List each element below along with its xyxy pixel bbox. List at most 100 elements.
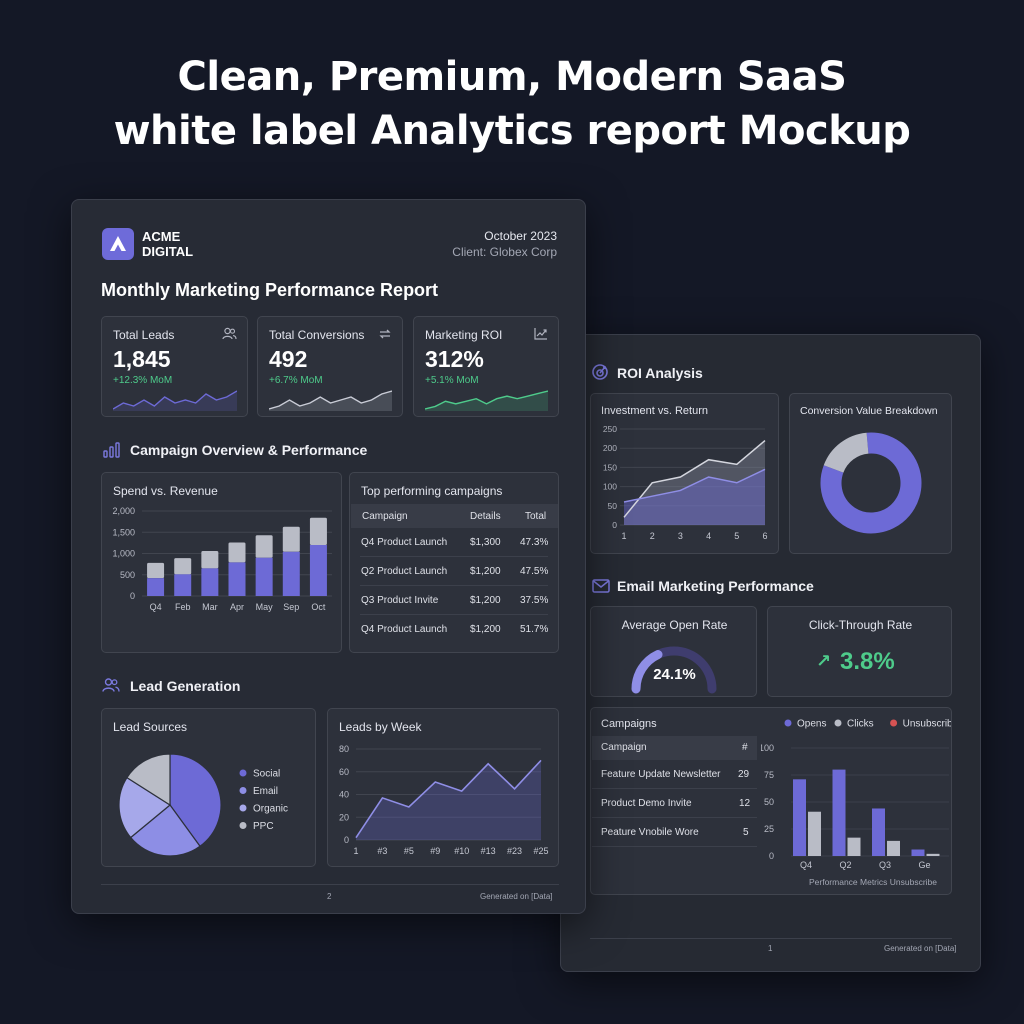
bar-revenue xyxy=(255,535,273,558)
y-tick-label: 50 xyxy=(764,797,774,807)
pie-slice-social xyxy=(169,753,222,848)
campaign-count: 5 xyxy=(743,827,749,838)
x-tick-label: Sep xyxy=(283,602,299,612)
y-tick-label: 80 xyxy=(339,744,349,754)
y-tick-label: 250 xyxy=(603,424,617,434)
top-campaigns-card: Top performing campaigns Campaign Detail… xyxy=(349,472,559,653)
campaigns-table-header: Campaign # xyxy=(592,736,757,760)
ctr-card: Click-Through Rate ↗ 3.8% xyxy=(767,606,952,697)
table-row[interactable]: Q3 Product Invite $1,200 37.5% xyxy=(360,586,548,615)
spend-revenue-chart: 2,000 1,500 1,000 500 0 Q4 Feb Mar Apr May Sep Oct xyxy=(112,506,332,612)
conversion-breakdown-title: Conversion Value Breakdown xyxy=(800,405,938,417)
x-tick-label: Mar xyxy=(202,602,218,612)
campaign-details: $1,200 xyxy=(470,624,501,635)
y-tick-label: 200 xyxy=(603,443,617,453)
y-tick-label: 1,000 xyxy=(112,549,135,559)
campaign-details: $1,300 xyxy=(470,537,501,548)
footer-page-number: 2 xyxy=(327,892,332,901)
ctr-label: Click-Through Rate xyxy=(808,618,913,632)
table-row[interactable]: Peature Vnobile Wore 5 xyxy=(592,818,757,847)
bar-revenue xyxy=(228,542,246,563)
leads-week-chart: 80 60 40 20 01 #3 #5 #9 #10 #13 #23 #25 xyxy=(339,744,549,856)
bar-clicks xyxy=(887,840,900,856)
legend-dot xyxy=(239,769,247,777)
sparkline-area xyxy=(113,391,237,411)
sparkline-area xyxy=(425,391,548,411)
lead-sources-card: Lead Sources Social Email Organic PPC xyxy=(101,708,316,867)
campaigns-col-campaign: Campaign xyxy=(601,742,647,753)
open-rate-label: Average Open Rate xyxy=(621,618,728,632)
x-tick-label: 2 xyxy=(650,531,655,541)
kpi-change: +12.3% MoM xyxy=(113,375,173,386)
table-row[interactable]: Q2 Product Launch $1,200 47.5% xyxy=(360,557,548,586)
y-tick-label: 100 xyxy=(603,482,617,492)
table-row[interactable]: Feature Update Newsletter 29 xyxy=(592,760,757,789)
footer-generated: Generated on [Data] xyxy=(884,944,957,953)
bar-revenue xyxy=(282,526,300,552)
legend-dot xyxy=(890,719,898,727)
x-tick-label: #23 xyxy=(507,846,522,856)
footer-divider xyxy=(101,884,559,885)
campaign-name: Q3 Product Invite xyxy=(361,595,439,606)
legend-dot xyxy=(834,719,842,727)
brand-name: ACME DIGITAL xyxy=(142,229,193,259)
campaign-details: $1,200 xyxy=(470,566,501,577)
x-tick-label: 1 xyxy=(353,846,358,856)
y-tick-label: 0 xyxy=(769,851,774,861)
table-row[interactable]: Product Demo Invite 12 xyxy=(592,789,757,818)
x-tick-label: #9 xyxy=(430,846,440,856)
bar-spend xyxy=(228,562,246,596)
campaign-total: 37.5% xyxy=(520,595,549,606)
x-tick-label: Feb xyxy=(175,602,191,612)
campaign-name: Q2 Product Launch xyxy=(361,566,448,577)
report-title: Monthly Marketing Performance Report xyxy=(101,280,439,300)
kpi-change: +6.7% MoM xyxy=(269,375,323,386)
area-fill xyxy=(356,760,541,840)
bar-revenue xyxy=(201,550,219,569)
campaign-count: 29 xyxy=(738,769,750,780)
kpi-label: Total Leads xyxy=(113,328,175,342)
y-tick-label: 20 xyxy=(339,812,349,822)
lead-section-title: Lead Generation xyxy=(130,678,241,694)
x-tick-label: Q4 xyxy=(150,602,162,612)
bar-spend xyxy=(174,574,192,596)
bar-revenue xyxy=(174,558,192,575)
x-tick-label: Apr xyxy=(230,602,244,612)
x-tick-label: #5 xyxy=(404,846,414,856)
kpi-card-total-conversions: Total Conversions 492 +6.7% MoM xyxy=(257,316,403,417)
bar-revenue xyxy=(147,562,165,579)
bar-spend xyxy=(309,545,327,596)
kpi-sparkline xyxy=(113,390,237,411)
campaign-name: Feature Update Newsletter xyxy=(601,769,721,780)
users-icon xyxy=(222,327,237,346)
kpi-value: 1,845 xyxy=(113,346,171,372)
campaign-total: 47.5% xyxy=(520,566,549,577)
legend-dot xyxy=(784,719,792,727)
mail-icon xyxy=(592,579,610,593)
y-tick-label: 60 xyxy=(339,767,349,777)
bar-clicks xyxy=(808,811,821,856)
bar-spend xyxy=(147,578,165,596)
x-tick-label: #3 xyxy=(377,846,387,856)
campaign-name: Product Demo Invite xyxy=(601,798,692,809)
brand-line-2: DIGITAL xyxy=(142,244,194,259)
bar-spend xyxy=(255,557,273,596)
x-tick-label: 3 xyxy=(678,531,683,541)
report-date: October 2023 xyxy=(484,229,557,243)
table-row[interactable]: Q4 Product Launch $1,300 47.3% xyxy=(360,528,548,557)
table-row[interactable]: Q4 Product Launch $1,200 51.7% xyxy=(360,615,548,644)
campaign-name: Q4 Product Launch xyxy=(361,624,448,635)
legend-dot xyxy=(239,822,247,829)
email-metrics-chart: Opens Clicks Unsubscribes 100 75 50 25 0 Q4 Q2 Q3 G… xyxy=(761,719,951,888)
report-client: Client: Globex Corp xyxy=(452,245,557,259)
conversion-breakdown-card: Conversion Value Breakdown xyxy=(789,393,952,554)
pie-slice-organic xyxy=(118,776,172,839)
campaign-count: 12 xyxy=(739,798,751,809)
spend-revenue-card: Spend vs. Revenue 2,000 1,500 1,000 500 0 Q4 F… xyxy=(101,472,342,653)
refresh-icon xyxy=(378,327,392,346)
trend-up-arrow-icon: ↗ xyxy=(816,651,832,671)
campaign-total: 51.7% xyxy=(520,624,549,635)
leads-week-card: Leads by Week 80 60 40 20 0 1 #3 #5 #9 #10 #13 #23 #… xyxy=(327,708,559,867)
open-rate-gauge xyxy=(631,646,717,694)
legend-label: Clicks xyxy=(847,719,874,730)
